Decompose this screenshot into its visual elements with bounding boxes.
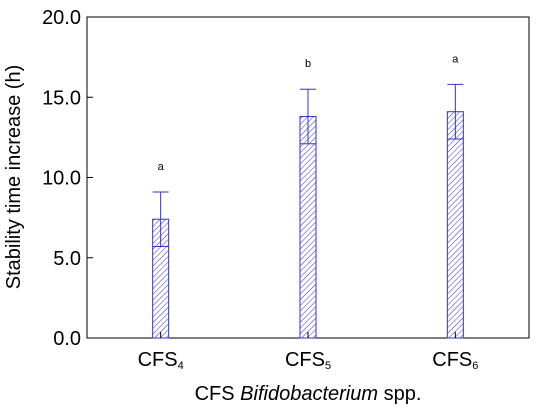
x-tick-label: CFS6 [432, 349, 478, 372]
x-axis-label-suffix: spp. [378, 383, 421, 405]
x-axis-label-prefix: CFS [195, 383, 241, 405]
significance-letter: b [305, 58, 311, 70]
bars-layer: a b a [152, 53, 464, 339]
y-tick-label: 20.0 [42, 7, 81, 29]
y-axis-label: Stability time increase (h) [3, 65, 25, 290]
bar [299, 116, 317, 339]
bar [446, 111, 464, 339]
significance-letter: a [158, 161, 165, 173]
x-tick-label: CFS4 [138, 349, 184, 372]
x-axis-label: CFS Bifidobacterium spp. [195, 383, 422, 405]
x-axis-label-genus: Bifidobacterium [240, 383, 378, 405]
x-axis: CFS4 CFS5 CFS6 [138, 332, 478, 372]
y-tick-label: 5.0 [53, 248, 81, 270]
y-tick-label: 0.0 [53, 328, 81, 350]
y-tick-label: 15.0 [42, 87, 81, 109]
x-tick-label: CFS5 [285, 349, 331, 372]
significance-letter: a [452, 53, 459, 65]
y-tick-label: 10.0 [42, 168, 81, 190]
y-axis: 0.0 5.0 10.0 15.0 20.0 [42, 7, 93, 350]
